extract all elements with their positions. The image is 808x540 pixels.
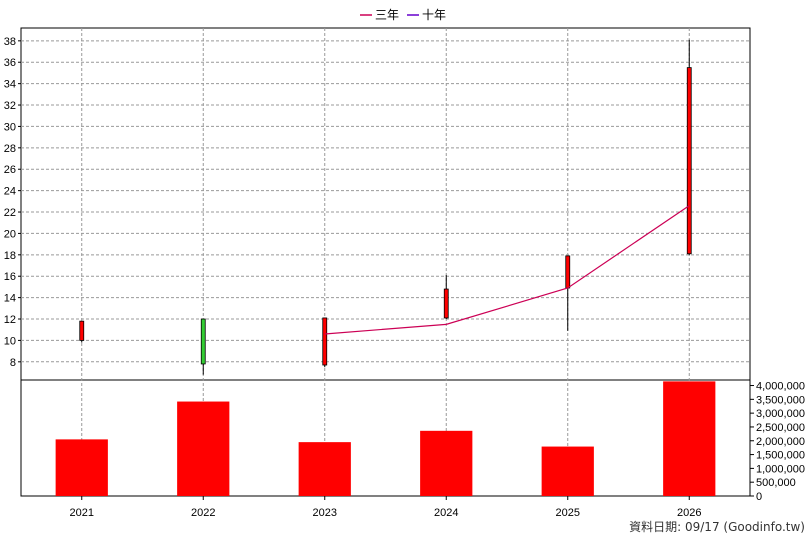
price-tick-label: 18 [4, 250, 16, 262]
x-tick-label: 2025 [556, 507, 580, 519]
price-tick-label: 38 [4, 36, 16, 48]
volume-tick-label: 1,500,000 [756, 450, 805, 462]
price-tick-label: 16 [4, 271, 16, 283]
x-tick-label: 2022 [191, 507, 215, 519]
price-tick-label: 32 [4, 100, 16, 112]
volume-bar [663, 381, 716, 496]
volume-tick-label: 2,500,000 [756, 422, 805, 434]
plot-frame [20, 27, 751, 497]
volume-tick-label: 3,500,000 [756, 394, 805, 406]
volume-bar [420, 430, 473, 496]
x-tick-label: 2021 [70, 507, 94, 519]
candle-body [686, 67, 692, 255]
x-tick-label: 2023 [313, 507, 337, 519]
volume-bar [55, 439, 108, 496]
grid [21, 28, 750, 496]
candle-body [322, 317, 328, 366]
candle-body [200, 318, 206, 365]
legend-label-十年: 十年 [422, 8, 446, 22]
x-tick-label: 2026 [677, 507, 701, 519]
price-tick-label: 30 [4, 121, 16, 133]
legend: 三年 十年 [360, 8, 446, 22]
volume-tick-label: 3,000,000 [756, 408, 805, 420]
volume-tick-label: 4,000,000 [756, 381, 805, 393]
price-tick-label: 34 [4, 79, 16, 91]
line-series [324, 205, 690, 335]
price-tick-label: 26 [4, 164, 16, 176]
price-tick-label: 36 [4, 57, 16, 69]
volume-bar [298, 442, 351, 496]
volume-bar [177, 401, 230, 496]
x-tick-label: 2024 [434, 507, 458, 519]
legend-label-三年: 三年 [375, 8, 399, 22]
price-tick-label: 22 [4, 207, 16, 219]
candle-body [443, 288, 449, 319]
volume-tick-label: 1,000,000 [756, 463, 805, 475]
price-tick-label: 28 [4, 143, 16, 155]
volume-bar [541, 446, 594, 496]
candle-body [565, 255, 571, 289]
price-axis: 8 10 12 14 16 18 20 22 24 26 28 30 32 34 36 38 [4, 36, 21, 369]
price-tick-label: 24 [4, 186, 16, 198]
price-tick-label: 10 [4, 335, 16, 347]
footer-source: 資料日期: 09/17 (Goodinfo.tw) [629, 520, 805, 534]
candles [79, 39, 692, 375]
line-series-path [324, 205, 690, 335]
volume-bars [55, 381, 716, 496]
price-tick-label: 12 [4, 314, 16, 326]
x-axis: 2021 2022 2023 2024 2025 2026 [70, 496, 701, 519]
candle-body [79, 320, 85, 341]
price-tick-label: 8 [10, 357, 16, 369]
volume-tick-label: 500,000 [756, 477, 796, 489]
price-tick-label: 14 [4, 293, 16, 305]
volume-tick-label: 0 [756, 491, 762, 503]
volume-tick-label: 2,000,000 [756, 436, 805, 448]
price-tick-label: 20 [4, 228, 16, 240]
